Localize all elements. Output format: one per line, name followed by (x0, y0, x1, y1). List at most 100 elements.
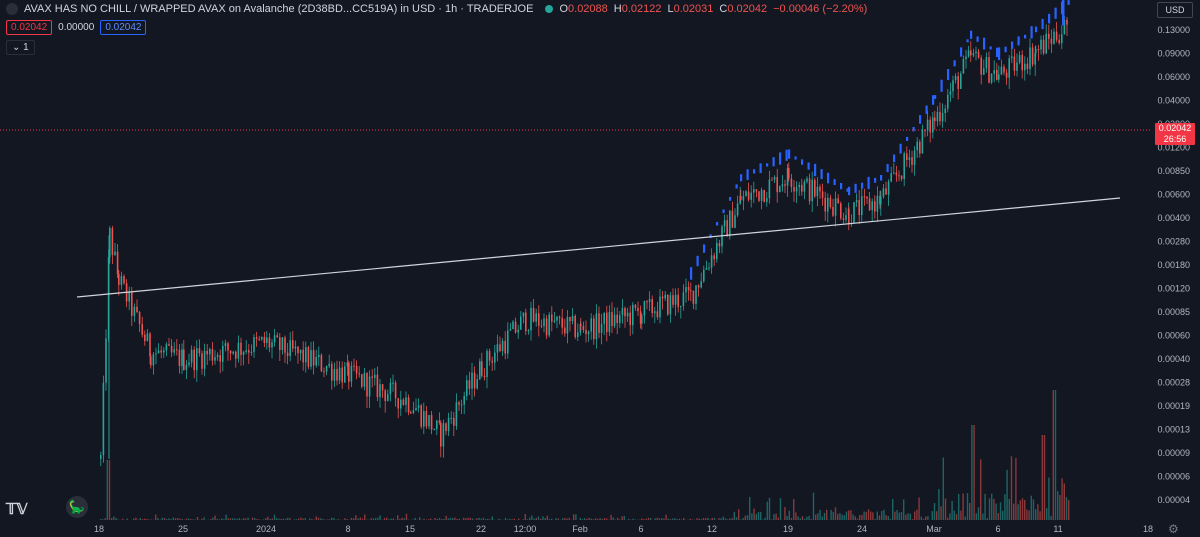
currency-button[interactable]: USD (1157, 2, 1193, 18)
candle-body (932, 117, 934, 133)
overlay-bar (753, 169, 756, 174)
candle-body (786, 168, 789, 186)
candle-body (590, 318, 592, 332)
candle-body (1026, 63, 1029, 70)
volume-bar (786, 515, 788, 520)
overlay-bar (696, 255, 699, 267)
candle-body (855, 200, 858, 203)
candle-body (473, 372, 476, 389)
candle-body (216, 355, 219, 358)
volume-bar (478, 517, 480, 520)
volume-bar (760, 511, 762, 520)
y-tick-label: 0.00006 (1157, 472, 1190, 482)
buy-price-box[interactable]: 0.02042 (100, 20, 147, 35)
volume-bar (775, 513, 777, 520)
candle-body (389, 382, 392, 395)
candle-body (344, 366, 346, 383)
dino-icon[interactable]: 🦕 (66, 496, 88, 518)
volume-bar (757, 512, 760, 520)
interval-button[interactable]: ⌄ 1 (6, 40, 35, 55)
candle-body (532, 307, 535, 322)
volume-bar (810, 519, 812, 520)
overlay-bar (746, 169, 749, 180)
candle-body (753, 189, 755, 193)
overlay-bar (1024, 34, 1027, 39)
overlay-bar (840, 182, 843, 190)
volume-bar (964, 516, 966, 520)
candle-body (736, 203, 739, 216)
candle-body (952, 80, 954, 92)
volume-bar (588, 517, 590, 520)
candle-body (376, 374, 379, 398)
volume-bar (276, 518, 278, 520)
sell-price-box[interactable]: 0.02042 (6, 20, 53, 35)
volume-bar (795, 512, 797, 520)
candle-body (734, 215, 736, 228)
volume-bar (841, 514, 843, 520)
x-axis[interactable]: 18 25 2024 8 15 22 12:00 Feb 6 12 19 24 Mar 6 11 18 (94, 524, 1153, 534)
volume-bar (669, 519, 672, 520)
volume-bar (768, 497, 771, 520)
overlay-bar (966, 39, 969, 43)
volume-bar (848, 510, 850, 520)
volume-bar (751, 513, 753, 520)
chart-header: AVAX HAS NO CHILL / WRAPPED AVAX on Aval… (6, 2, 867, 16)
candle-body (1050, 38, 1053, 44)
volume-bar (278, 518, 280, 520)
overlay-bar (759, 163, 762, 174)
y-tick-label: 0.00060 (1157, 331, 1190, 341)
volume-bar (370, 518, 372, 520)
candle-body (203, 350, 206, 369)
candle-body (580, 324, 582, 326)
candle-body (1013, 56, 1016, 71)
candle-body (266, 337, 268, 344)
candle-body (417, 405, 420, 408)
volume-bar (302, 518, 304, 520)
volume-bar (225, 514, 227, 520)
volume-bar (216, 518, 218, 520)
candle-body (214, 357, 216, 361)
volume-bar (711, 518, 713, 520)
candle-body (540, 325, 543, 327)
volume-bar (885, 515, 887, 520)
candle-body (428, 415, 430, 427)
candle-body (163, 350, 165, 353)
candle-body (936, 111, 939, 122)
volume-bar (269, 518, 271, 520)
candle-body (128, 291, 130, 302)
tradingview-logo-icon[interactable]: 𝕋𝕍 (6, 501, 28, 518)
candle-body (941, 112, 944, 122)
candle-body (1048, 33, 1050, 39)
volume-bar (986, 518, 988, 520)
gear-icon[interactable]: ⚙ (1168, 522, 1179, 536)
candle-body (632, 304, 634, 326)
candle-body (248, 350, 250, 353)
volume-bar (623, 515, 625, 520)
overlay-bar (998, 47, 1001, 61)
volume-bar (480, 518, 482, 520)
y-axis[interactable]: 0.130000.090000.060000.040000.028000.012… (1157, 25, 1190, 505)
volume-bar (551, 518, 553, 520)
candle-body (392, 382, 394, 384)
overlay-bar (861, 182, 864, 189)
trendline[interactable] (76, 197, 1121, 298)
volume-bar (548, 518, 551, 520)
volume-bar (650, 518, 652, 520)
candle-body (582, 325, 585, 331)
candle-body (639, 311, 642, 324)
volume-bar (617, 517, 619, 520)
volume-bar (289, 518, 291, 520)
symbol-title[interactable]: AVAX HAS NO CHILL / WRAPPED AVAX on Aval… (24, 3, 534, 15)
volume-bar (592, 519, 595, 520)
candle-body (371, 376, 373, 378)
candle-body (985, 56, 988, 69)
bar-countdown: 26:56 (1163, 134, 1187, 144)
candle-body (680, 305, 682, 308)
overlay-bar (722, 209, 725, 214)
candle-body (361, 374, 363, 387)
candle-body (598, 313, 600, 333)
candle-body (387, 394, 389, 401)
overlay-bar (960, 47, 963, 57)
volume-bar (1041, 435, 1043, 520)
